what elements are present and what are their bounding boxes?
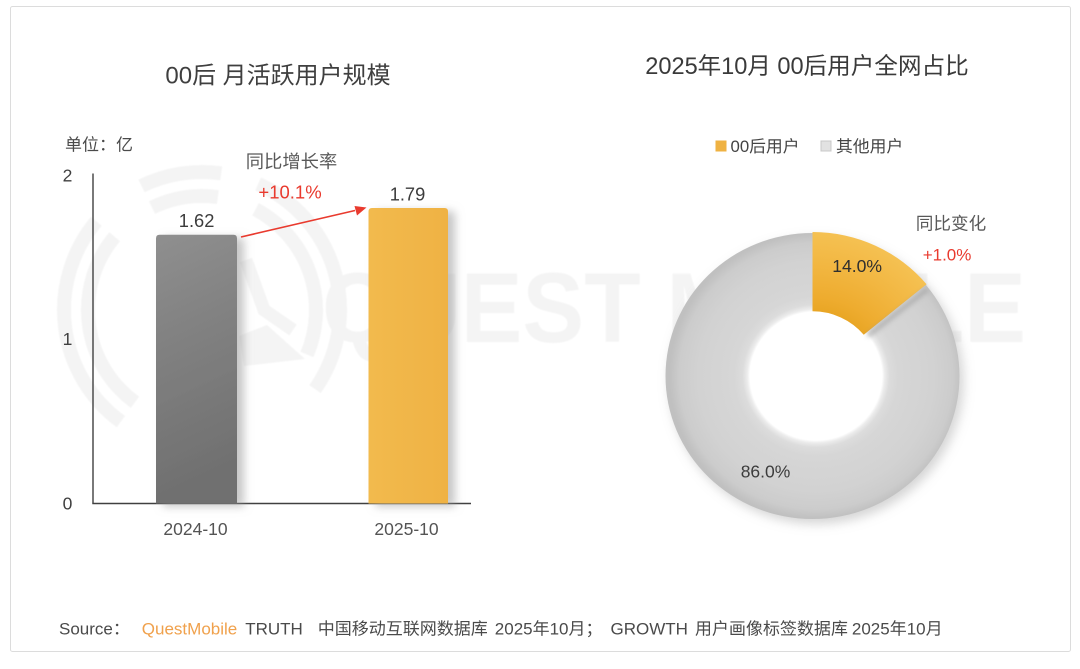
svg-text:1.62: 1.62 [179, 210, 215, 231]
svg-text:0: 0 [63, 493, 73, 513]
svg-text:00: 00 [165, 63, 192, 90]
svg-text:2: 2 [63, 165, 73, 185]
svg-text:2025: 2025 [645, 54, 698, 80]
svg-text:Source: Source [59, 620, 113, 639]
svg-text:2025-10: 2025-10 [374, 519, 438, 539]
svg-text:+1.0%: +1.0% [923, 245, 972, 264]
svg-text:QuestMobile: QuestMobile [142, 620, 237, 639]
svg-text:1.79: 1.79 [390, 184, 426, 205]
svg-text:10: 10 [721, 54, 747, 80]
svg-text:2025: 2025 [852, 620, 890, 639]
svg-text:GROWTH: GROWTH [611, 620, 688, 639]
svg-text:86.0%: 86.0% [741, 461, 791, 481]
svg-text:1: 1 [63, 329, 73, 349]
svg-text:2025: 2025 [495, 620, 533, 639]
svg-text:00: 00 [777, 54, 803, 80]
svg-text:00: 00 [731, 137, 750, 156]
svg-text:14.0%: 14.0% [832, 256, 882, 276]
svg-text:10: 10 [550, 620, 569, 639]
svg-text:10: 10 [907, 620, 926, 639]
svg-text:+10.1%: +10.1% [258, 181, 321, 202]
svg-text:TRUTH: TRUTH [245, 620, 303, 639]
svg-text:2024-10: 2024-10 [163, 519, 227, 539]
